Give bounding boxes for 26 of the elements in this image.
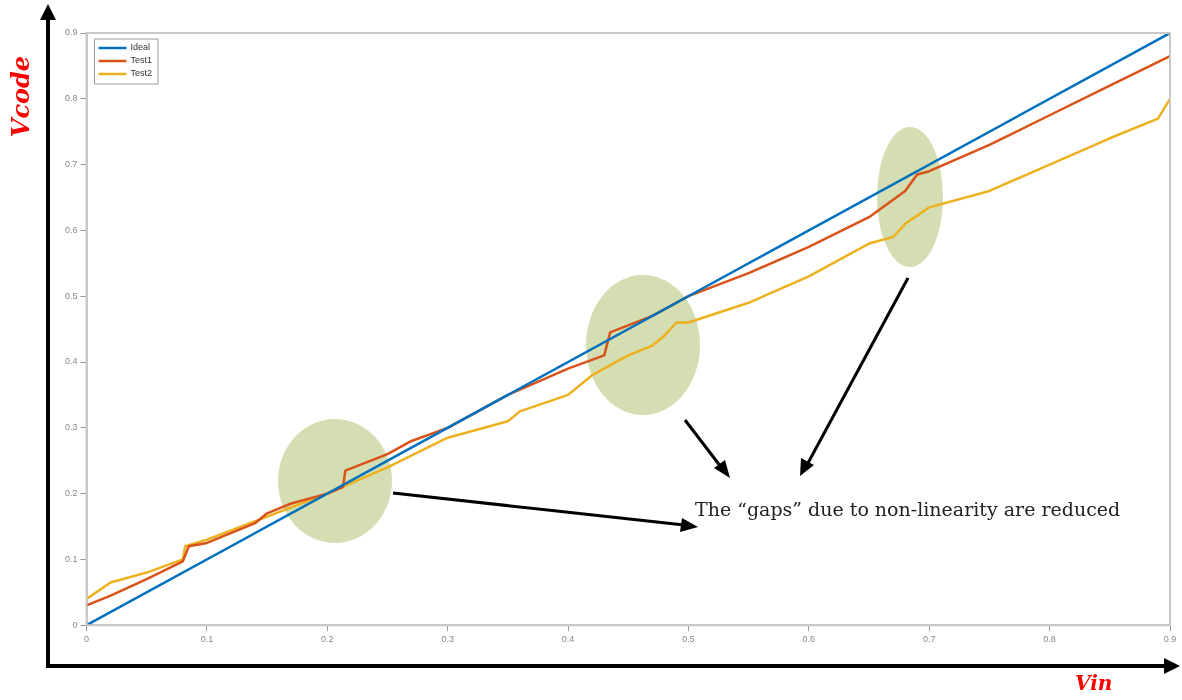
x-tick-label: 0.8 [1043, 634, 1056, 645]
y-tick-label: 0.9 [65, 27, 78, 38]
legend-label: Test2 [130, 68, 153, 79]
y-tick-label: 0.6 [65, 224, 78, 235]
legend-label: Ideal [130, 42, 151, 53]
x-axis-title: Vin [1075, 671, 1113, 695]
y-tick-label: 0.5 [65, 290, 78, 301]
x-tick-label: 0.6 [802, 634, 816, 645]
x-tick-label: 0.2 [321, 634, 334, 645]
annotation: The “gaps” due to non-linearity are reduced [695, 498, 1121, 520]
y-tick-label: 0.3 [65, 422, 78, 433]
y-tick-label: 0.2 [65, 488, 78, 499]
legend-label: Test1 [130, 55, 153, 66]
y-tick-label: 0.1 [65, 553, 78, 564]
x-tick-label: 0.9 [1163, 634, 1177, 645]
x-tick-label: 0.4 [561, 634, 575, 645]
y-axis-title: Vcode [6, 55, 36, 138]
y-tick-label: 0 [72, 619, 78, 630]
x-tick-label: 0 [84, 634, 90, 645]
y-tick-label: 0.8 [65, 93, 78, 104]
x-tick-label: 0.7 [922, 634, 936, 645]
y-tick-label: 0.7 [65, 159, 78, 170]
x-tick-label: 0.5 [682, 634, 695, 645]
x-tick-label: 0.1 [200, 634, 214, 645]
x-tick-label: 0.3 [441, 634, 454, 645]
y-tick-label: 0.4 [65, 356, 78, 367]
